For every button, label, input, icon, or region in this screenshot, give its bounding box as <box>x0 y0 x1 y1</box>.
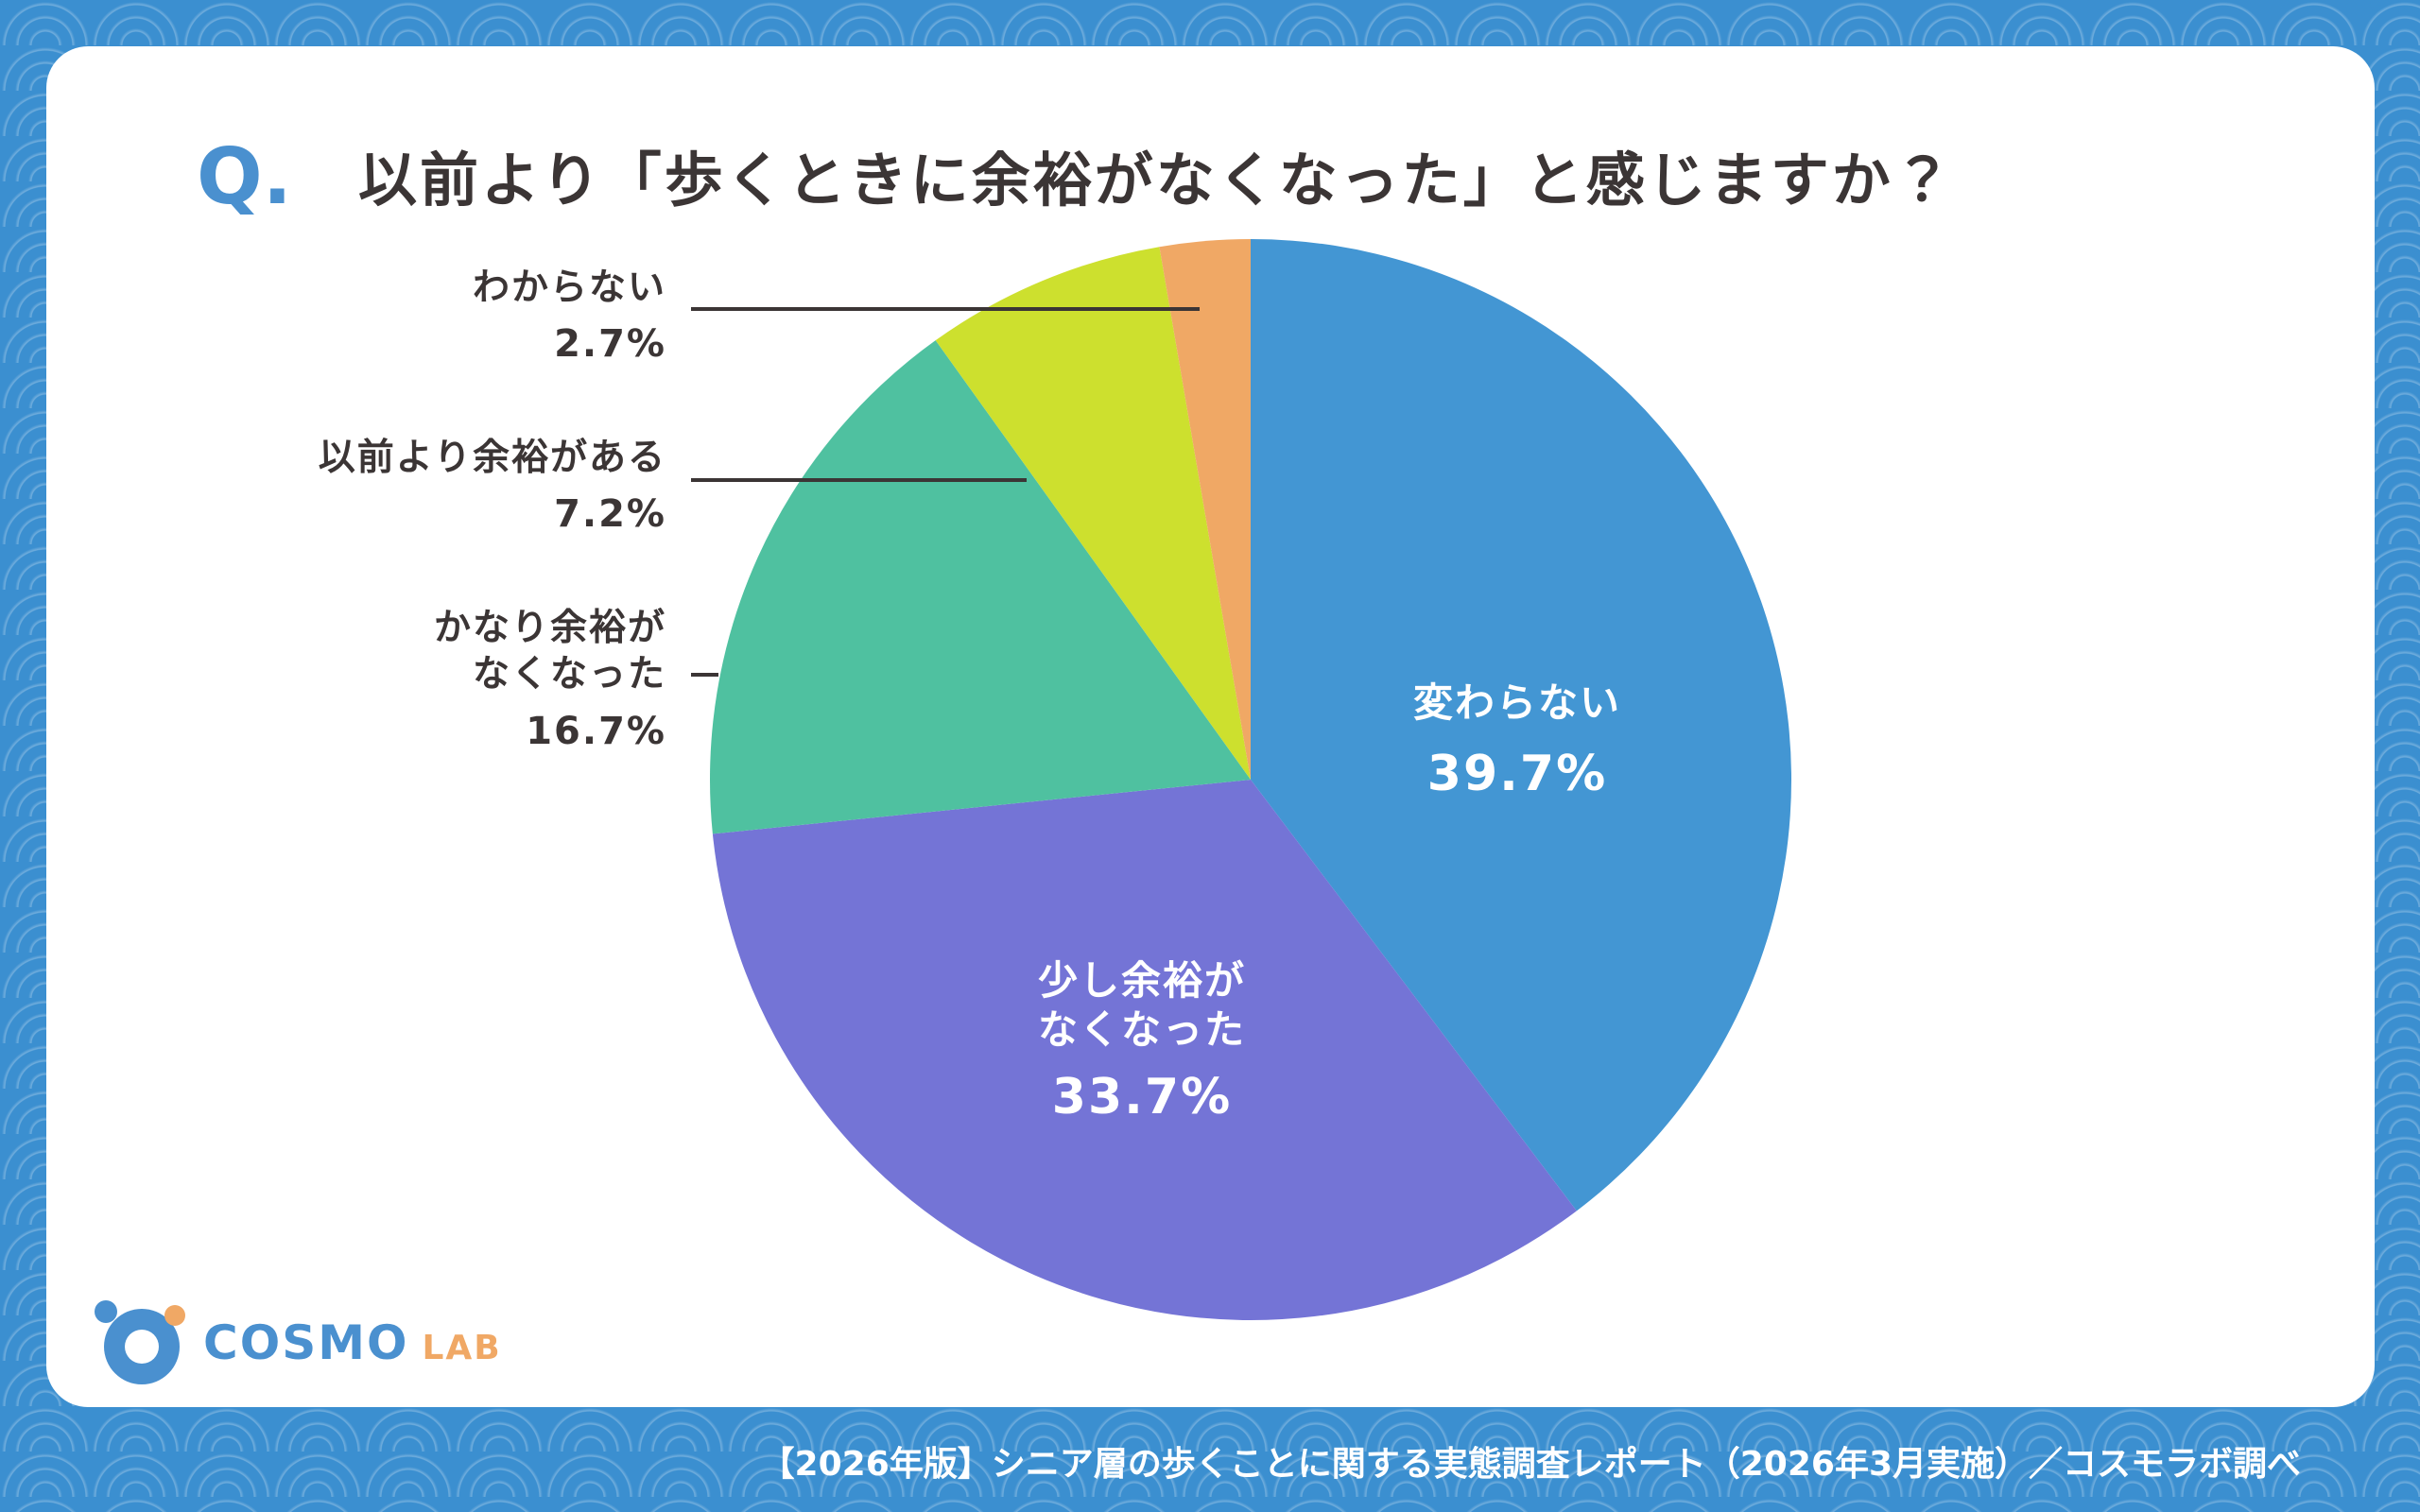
pie-slice <box>1159 239 1251 780</box>
pie-slice <box>710 340 1251 834</box>
title: 以前より「歩くときに余裕がなくなった」と感じますか？ <box>358 146 1955 215</box>
logo: COSMO LAB <box>203 1315 502 1370</box>
slice-label: 少し余裕が なくなった <box>1037 957 1247 1053</box>
slice-value: 2.7% <box>554 322 666 366</box>
logo-sub: LAB <box>422 1329 502 1367</box>
slice-value: 39.7% <box>1426 746 1608 802</box>
slice-label: 以前より余裕がある <box>318 437 666 479</box>
pie-slice <box>935 247 1251 780</box>
slice-label: かなり余裕が なくなった <box>433 607 666 696</box>
slice-label: 変わらない <box>1412 679 1622 726</box>
question-mark: Q. <box>197 132 292 222</box>
logo-icon <box>95 1300 185 1384</box>
pie-slice <box>1251 239 1791 1211</box>
slice-value: 16.7% <box>526 710 666 753</box>
slice-value: 33.7% <box>1051 1069 1233 1125</box>
slice-label: わからない <box>472 266 666 309</box>
slice-value: 7.2% <box>554 492 666 536</box>
footer: 【2026年版】シニア層の歩くことに関する実態調査レポート（2026年3月実施）… <box>760 1445 2301 1484</box>
logo-mark: COSMO <box>203 1315 409 1370</box>
pie-slice <box>712 780 1577 1320</box>
